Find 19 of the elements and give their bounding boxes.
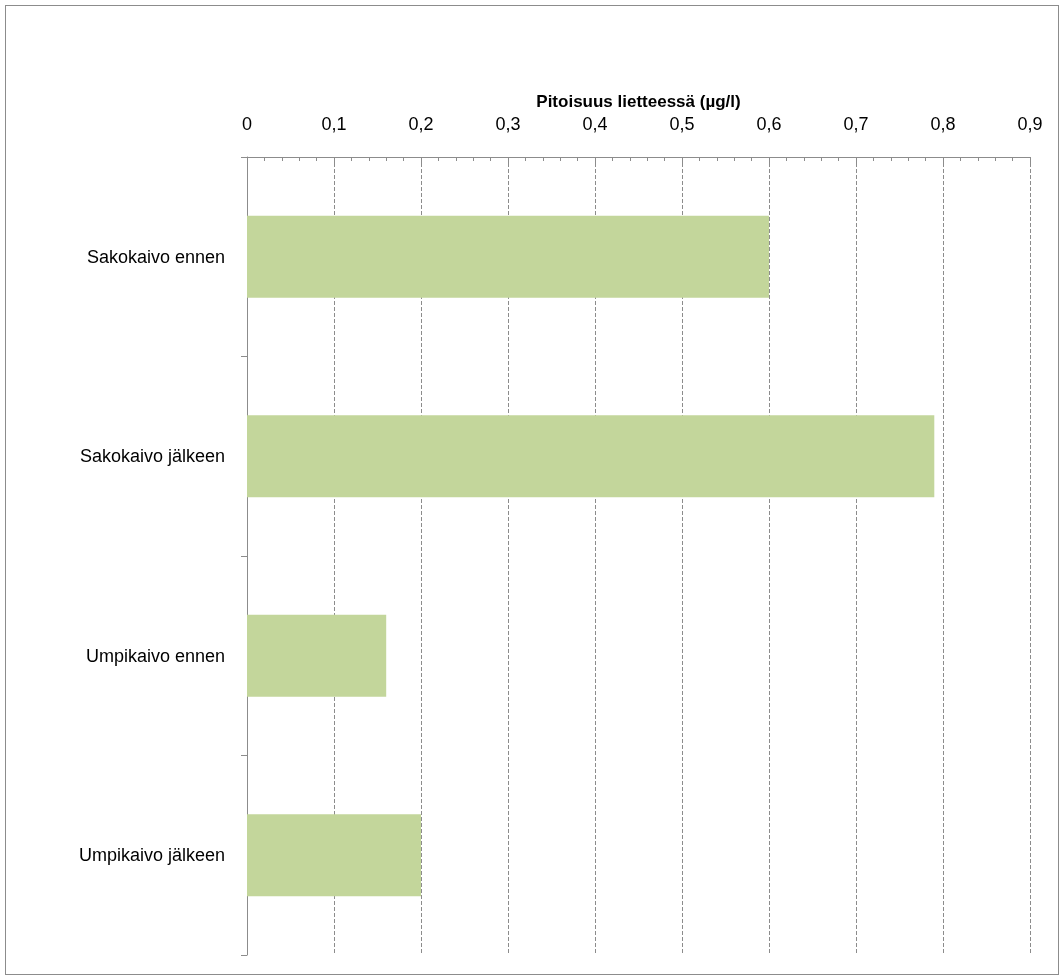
- x-tick-label: 0,1: [321, 114, 347, 134]
- x-tick-label: 0,3: [495, 114, 521, 134]
- x-tick-label: 0,4: [582, 114, 608, 134]
- x-axis-title: Pitoisuus lietteessä (µg/l): [536, 92, 741, 112]
- y-tick-label: Umpikaivo ennen: [85, 645, 225, 666]
- x-tick-label: 0: [241, 114, 253, 134]
- y-tick-label: Sakokaivo jälkeen: [79, 446, 225, 467]
- bar: [247, 415, 935, 498]
- x-tick-label: 0,5: [669, 114, 695, 134]
- y-tick-label: Sakokaivo ennen: [86, 246, 225, 267]
- bar: [247, 614, 387, 697]
- x-tick-label: 0,9: [1017, 114, 1043, 134]
- bar: [247, 215, 769, 298]
- y-tick-label: Umpikaivo jälkeen: [78, 845, 225, 866]
- x-tick-label: 0,6: [756, 114, 782, 134]
- x-tick-label: 0,8: [930, 114, 956, 134]
- x-tick-label: 0,7: [843, 114, 869, 134]
- bar: [247, 814, 421, 897]
- x-tick-label: 0,2: [408, 114, 434, 134]
